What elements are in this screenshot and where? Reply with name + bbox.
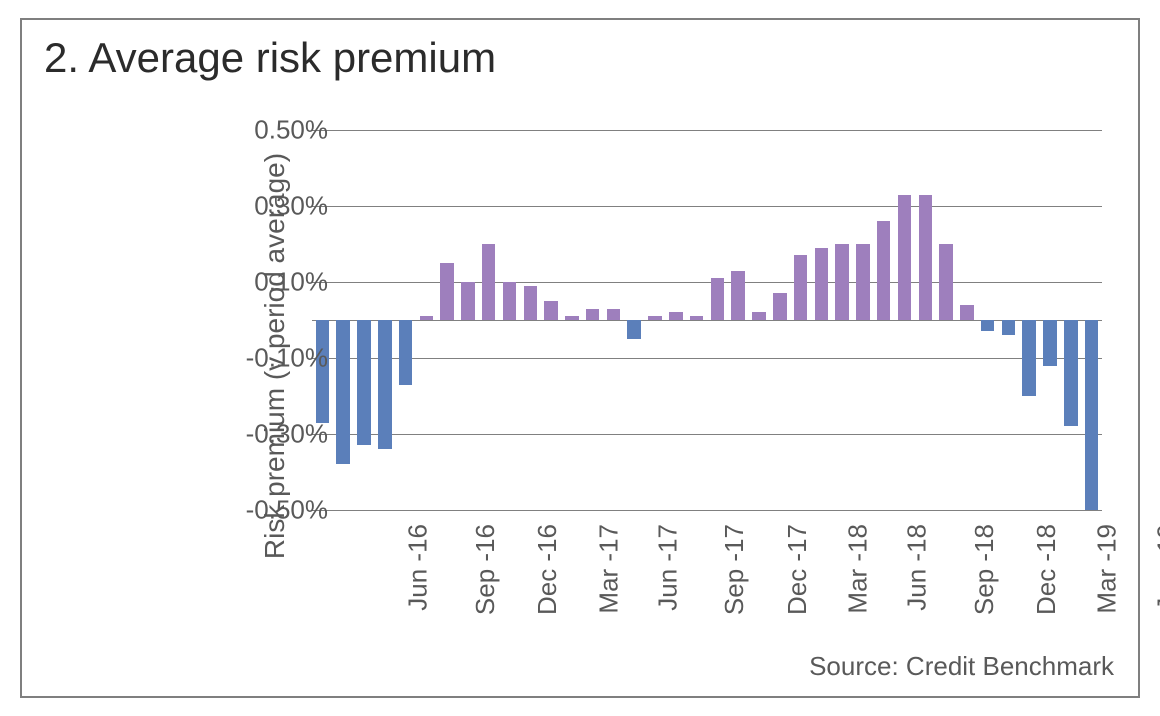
bar [773, 293, 787, 320]
x-tick-label: Jun -16 [403, 524, 434, 611]
bar [399, 320, 413, 385]
bar [1022, 320, 1036, 396]
bar [607, 309, 621, 320]
chart-frame: 2. Average risk premium Risk premium (v … [20, 18, 1140, 698]
bar [336, 320, 350, 464]
grid-line [312, 130, 1102, 131]
grid-line [312, 282, 1102, 283]
bar [503, 282, 517, 320]
x-tick-label: Sep -18 [969, 524, 1000, 615]
bar [794, 255, 808, 320]
bar [627, 320, 641, 339]
bar [1064, 320, 1078, 426]
bar [939, 244, 953, 320]
chart-title: 2. Average risk premium [44, 34, 496, 82]
grid-line [312, 434, 1102, 435]
bar [877, 221, 891, 320]
bar [544, 301, 558, 320]
x-tick-label: Dec -17 [782, 524, 813, 615]
grid-line [312, 510, 1102, 511]
y-tick-label: 0.30% [208, 191, 328, 222]
x-tick-label: Mar -17 [593, 524, 624, 614]
bar [565, 316, 579, 320]
y-tick-label: -0.50% [208, 495, 328, 526]
bar [378, 320, 392, 449]
bar [919, 195, 933, 320]
bar [648, 316, 662, 320]
grid-line [312, 206, 1102, 207]
x-tick-label: Dec -18 [1031, 524, 1062, 615]
y-tick-label: 0.10% [208, 267, 328, 298]
source-label: Source: Credit Benchmark [809, 651, 1114, 682]
bar [981, 320, 995, 331]
x-tick-label: Jun -17 [653, 524, 684, 611]
bar [1085, 320, 1099, 510]
bar [856, 244, 870, 320]
x-tick-label: Jun -19 [1152, 524, 1160, 611]
bar [357, 320, 371, 445]
bar [461, 282, 475, 320]
bar [752, 312, 766, 320]
bar [711, 278, 725, 320]
bar [1002, 320, 1016, 335]
x-tick-label: Sep -17 [719, 524, 750, 615]
x-tick-label: Jun -18 [902, 524, 933, 611]
bar [440, 263, 454, 320]
bar [524, 286, 538, 320]
grid-line [312, 358, 1102, 359]
plot-area [312, 130, 1102, 510]
bar [690, 316, 704, 320]
x-tick-label: Dec -16 [532, 524, 563, 615]
bar [586, 309, 600, 320]
x-tick-label: Mar -18 [843, 524, 874, 614]
y-tick-label: -0.10% [208, 343, 328, 374]
bar [960, 305, 974, 320]
bar [835, 244, 849, 320]
bar [731, 271, 745, 320]
bar [482, 244, 496, 320]
bar [898, 195, 912, 320]
bar [420, 316, 434, 320]
y-tick-label: 0.50% [208, 115, 328, 146]
x-tick-label: Mar -19 [1092, 524, 1123, 614]
bar [669, 312, 683, 320]
bar [1043, 320, 1057, 366]
y-tick-label: -0.30% [208, 419, 328, 450]
bar [815, 248, 829, 320]
x-tick-label: Sep -16 [470, 524, 501, 615]
